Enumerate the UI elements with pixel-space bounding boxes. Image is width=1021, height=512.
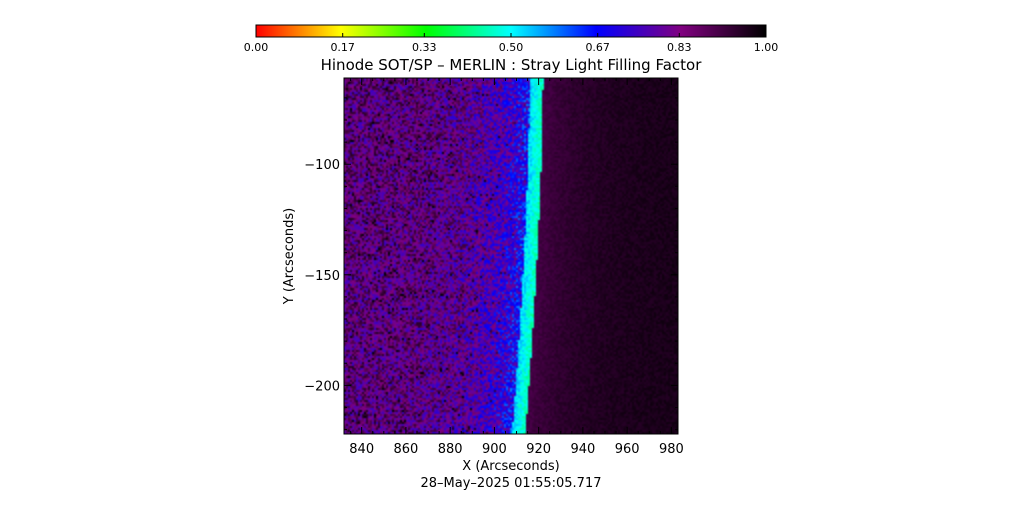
x-tick-label: 940 (570, 442, 595, 457)
colorbar-tick-label: 0.17 (330, 41, 355, 54)
colorbar-ticks: 0.00 0.17 0.33 0.50 0.67 0.83 1.00 (244, 33, 779, 54)
x-tick-label: 900 (482, 442, 507, 457)
x-tick-label: 880 (438, 442, 463, 457)
plot-frame (343, 77, 679, 435)
x-tick-label: 920 (526, 442, 551, 457)
colorbar-tick-label: 0.50 (499, 41, 524, 54)
chart-title: Hinode SOT/SP – MERLIN : Stray Light Fil… (321, 56, 703, 74)
colorbar-tick-label: 0.67 (585, 41, 610, 54)
colorbar-tick-label: 0.00 (244, 41, 269, 54)
x-tick-label: 960 (615, 442, 640, 457)
y-tick-label: −100 (304, 158, 340, 173)
colorbar-tick-label: 0.83 (667, 41, 692, 54)
y-tick-label: −150 (304, 269, 340, 284)
x-axis: 840 860 880 900 920 940 960 980 (349, 78, 684, 457)
heatmap-image (344, 78, 678, 434)
x-tick-label: 840 (349, 442, 374, 457)
colorbar-tick-label: 0.33 (412, 41, 437, 54)
x-axis-label: X (Arcseconds) (462, 459, 559, 474)
y-tick-label: −200 (304, 379, 340, 394)
y-axis-label: Y (Arcseconds) (282, 208, 297, 305)
x-tick-label: 980 (659, 442, 684, 457)
x-tick-label: 860 (394, 442, 419, 457)
timestamp: 28–May–2025 01:55:05.717 (421, 476, 602, 491)
y-axis: −100 −150 −200 (304, 97, 678, 431)
colorbar-tick-label: 1.00 (754, 41, 779, 54)
